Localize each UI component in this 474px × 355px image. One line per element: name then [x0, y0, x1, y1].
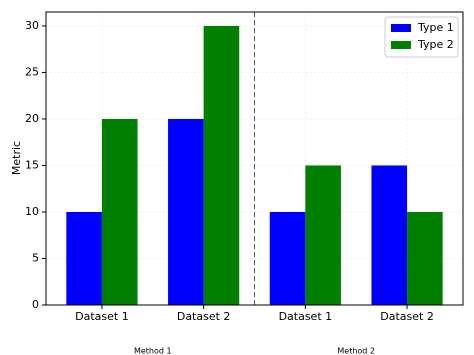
bar: [66, 211, 102, 305]
bar: [101, 118, 138, 305]
y-tick-label: 20: [25, 112, 39, 125]
y-tick-label: 30: [25, 19, 39, 32]
y-tick-label: 25: [25, 65, 39, 78]
x-tick-label: Dataset 1: [279, 310, 333, 323]
y-axis-label: Metric: [10, 141, 23, 175]
legend-label: Type 1: [417, 21, 454, 34]
bar: [305, 165, 341, 305]
group-label: Method 2: [337, 347, 375, 355]
legend-swatch: [391, 41, 411, 49]
bar: [203, 25, 240, 305]
x-tick-label: Dataset 2: [177, 310, 231, 323]
bar: [407, 211, 443, 305]
bar: [168, 118, 204, 305]
x-tick-label: Dataset 2: [380, 310, 434, 323]
group-label: Method 1: [134, 347, 172, 355]
legend-label: Type 2: [417, 38, 454, 51]
y-tick-label: 10: [25, 205, 39, 218]
y-tick-label: 15: [25, 158, 39, 171]
plot-frame: [45, 11, 464, 306]
legend-swatch: [391, 24, 411, 32]
y-tick-label: 5: [32, 251, 39, 264]
bar: [269, 211, 306, 305]
x-tick-label: Dataset 1: [75, 310, 129, 323]
y-tick-label: 0: [32, 298, 39, 311]
bar: [371, 165, 408, 305]
